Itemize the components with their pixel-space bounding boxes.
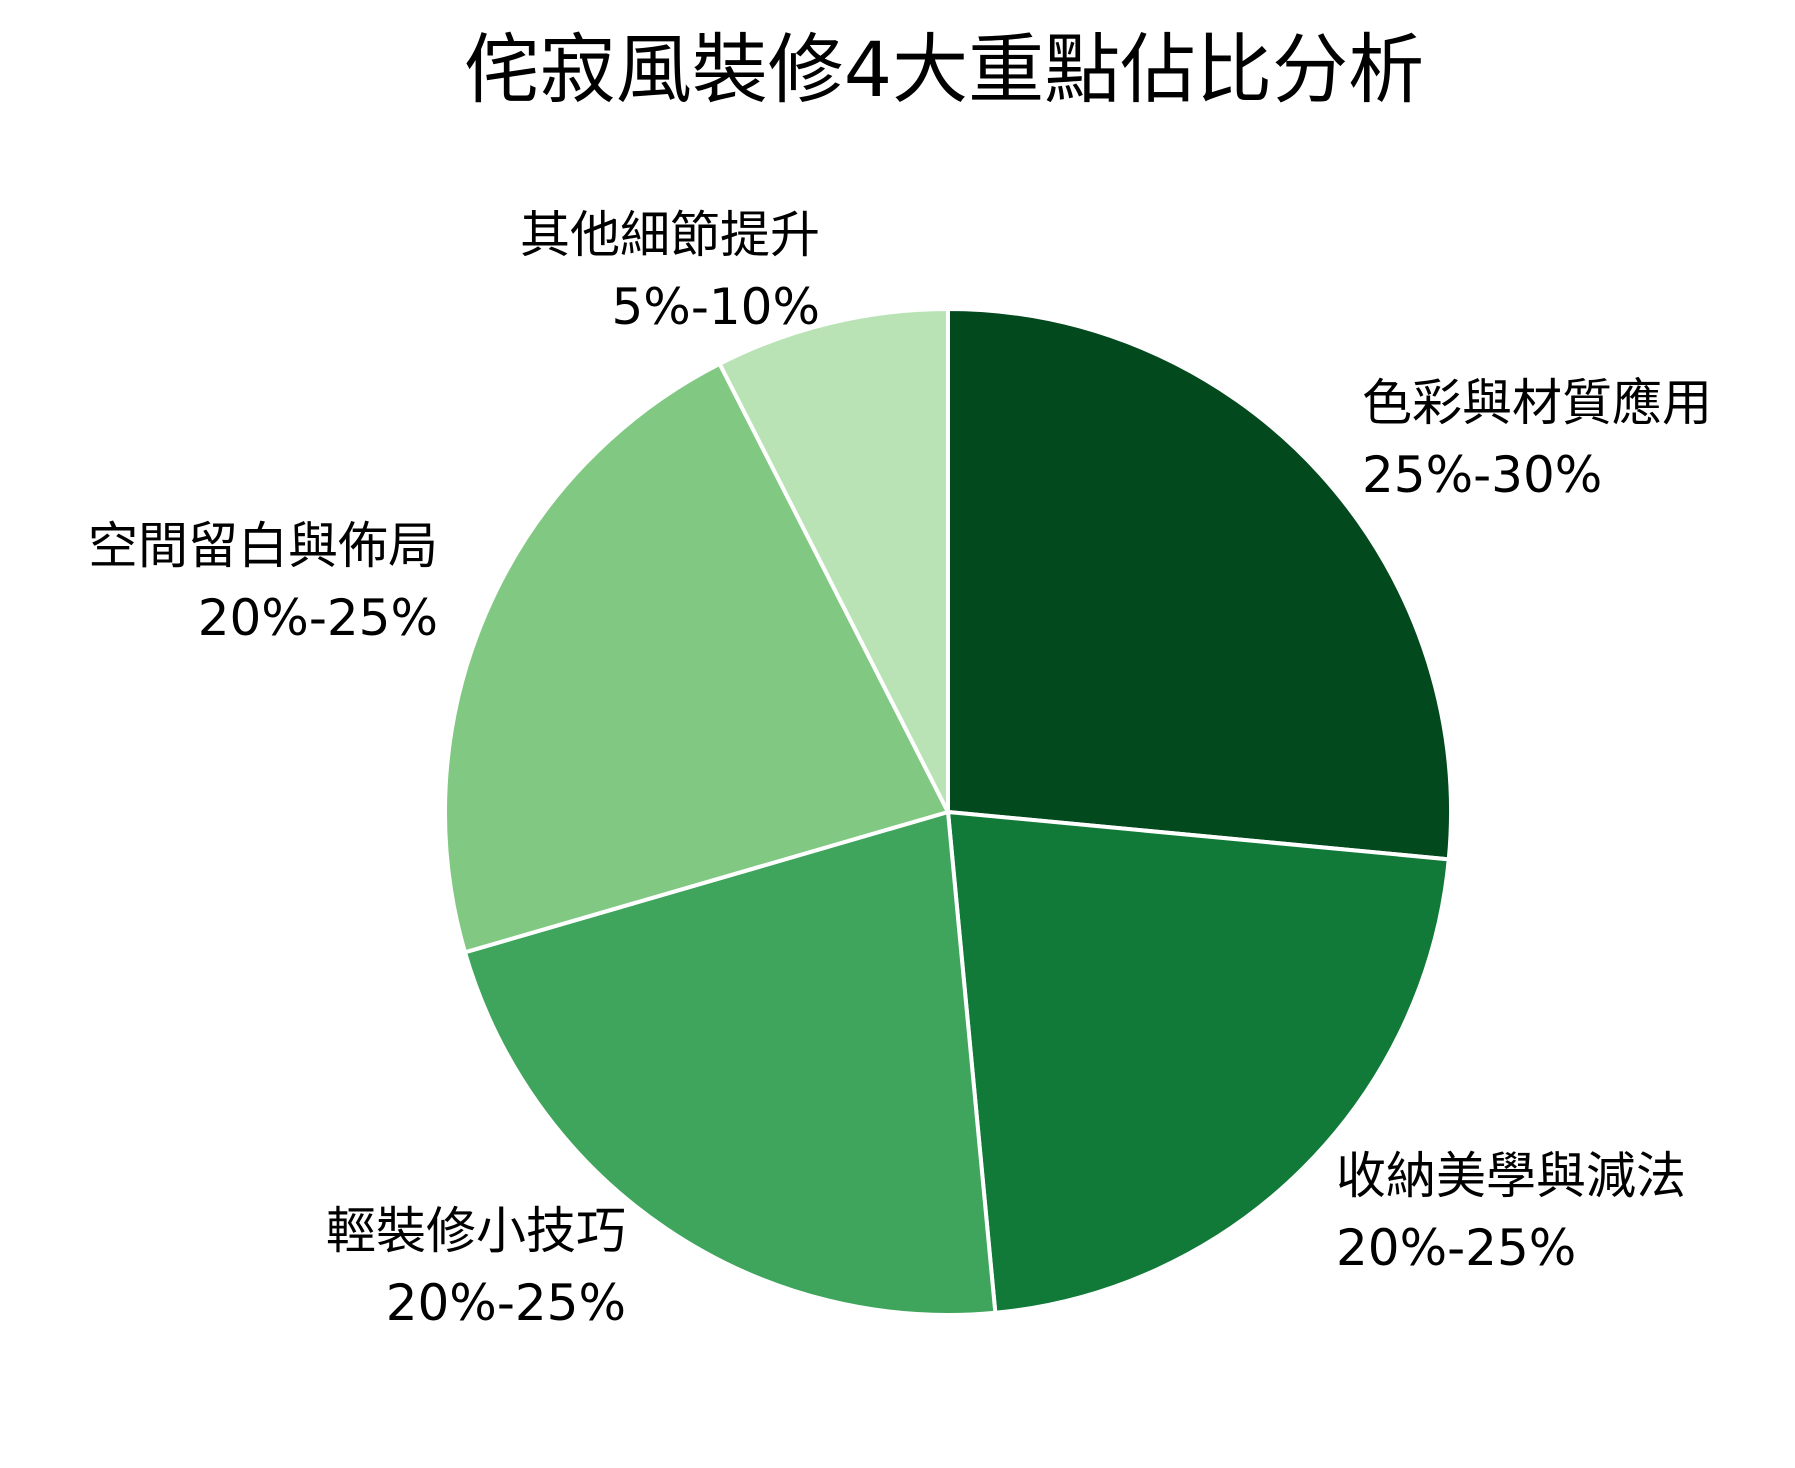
slice-range-1: 20%-25%	[1336, 1219, 1576, 1277]
slice-range-0: 25%-30%	[1362, 446, 1602, 504]
slice-label-0: 色彩與材質應用	[1362, 374, 1712, 432]
slice-label-4: 其他細節提升	[520, 206, 820, 264]
chart-title: 侘寂風裝修4大重點佔比分析	[464, 25, 1424, 114]
slice-range-2: 20%-25%	[386, 1274, 626, 1332]
slice-label-3: 空間留白與佈局	[88, 517, 438, 575]
slice-range-3: 20%-25%	[198, 589, 438, 647]
slice-range-4: 5%-10%	[612, 278, 821, 336]
slice-label-1: 收納美學與減法	[1336, 1147, 1686, 1205]
pie-slices	[445, 309, 1451, 1315]
slice-label-2: 輕裝修小技巧	[326, 1202, 626, 1260]
